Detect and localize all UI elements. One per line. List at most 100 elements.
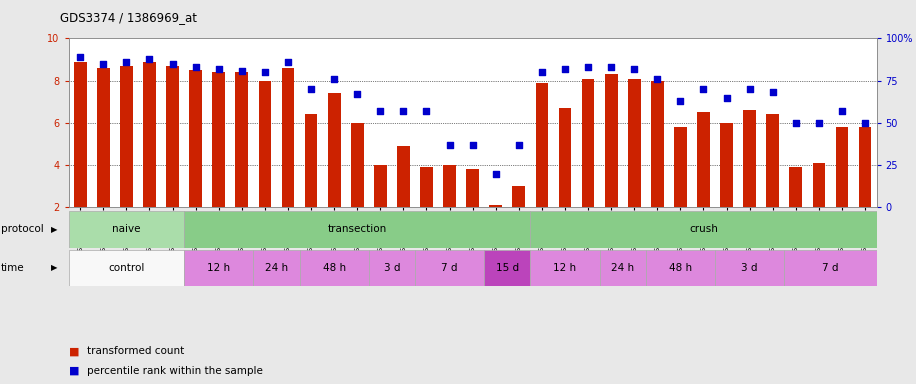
- Bar: [254, 250, 300, 286]
- Bar: [443, 165, 456, 207]
- Point: [165, 61, 180, 67]
- Bar: [767, 114, 780, 207]
- Point: [142, 56, 157, 62]
- Bar: [697, 112, 710, 207]
- Text: control: control: [108, 263, 145, 273]
- Bar: [485, 250, 530, 286]
- Text: 3 d: 3 d: [741, 263, 758, 273]
- Bar: [743, 110, 756, 207]
- Bar: [715, 250, 784, 286]
- Bar: [166, 66, 179, 207]
- Bar: [184, 250, 254, 286]
- Text: 24 h: 24 h: [265, 263, 288, 273]
- Text: ▶: ▶: [51, 225, 58, 234]
- Bar: [784, 250, 877, 286]
- Point: [604, 64, 618, 70]
- Text: transformed count: transformed count: [87, 346, 184, 356]
- Point: [442, 142, 457, 148]
- Point: [420, 108, 434, 114]
- Text: protocol: protocol: [1, 224, 44, 235]
- Bar: [213, 72, 225, 207]
- Bar: [582, 79, 594, 207]
- Bar: [530, 211, 877, 248]
- Text: 12 h: 12 h: [553, 263, 576, 273]
- Text: 3 d: 3 d: [384, 263, 400, 273]
- Bar: [605, 74, 617, 207]
- Bar: [651, 81, 664, 207]
- Point: [789, 120, 803, 126]
- Bar: [120, 66, 133, 207]
- Bar: [812, 163, 825, 207]
- Text: 48 h: 48 h: [322, 263, 345, 273]
- Bar: [600, 250, 646, 286]
- Text: crush: crush: [689, 224, 718, 235]
- Point: [234, 68, 249, 74]
- Point: [627, 66, 641, 72]
- Bar: [258, 81, 271, 207]
- Point: [373, 108, 387, 114]
- Bar: [369, 250, 415, 286]
- Text: GDS3374 / 1386969_at: GDS3374 / 1386969_at: [60, 12, 197, 25]
- Text: ■: ■: [69, 346, 79, 356]
- Bar: [374, 165, 387, 207]
- Bar: [69, 250, 184, 286]
- Bar: [300, 250, 369, 286]
- Point: [535, 69, 550, 75]
- Bar: [415, 250, 485, 286]
- Point: [465, 142, 480, 148]
- Point: [581, 64, 595, 70]
- Text: 24 h: 24 h: [611, 263, 634, 273]
- Text: ▶: ▶: [51, 263, 58, 272]
- Point: [857, 120, 872, 126]
- Bar: [190, 70, 202, 207]
- Bar: [143, 61, 156, 207]
- Point: [96, 61, 111, 67]
- Point: [742, 86, 757, 92]
- Point: [488, 170, 503, 177]
- Bar: [536, 83, 549, 207]
- Point: [558, 66, 572, 72]
- Bar: [281, 68, 294, 207]
- Point: [673, 98, 688, 104]
- Point: [766, 89, 780, 96]
- Bar: [397, 146, 409, 207]
- Point: [119, 59, 134, 65]
- Bar: [420, 167, 433, 207]
- Text: 15 d: 15 d: [496, 263, 518, 273]
- Point: [327, 76, 342, 82]
- Text: time: time: [1, 263, 25, 273]
- Bar: [466, 169, 479, 207]
- Text: ■: ■: [69, 366, 79, 376]
- Point: [719, 94, 734, 101]
- Point: [834, 108, 849, 114]
- Bar: [305, 114, 318, 207]
- Bar: [627, 79, 640, 207]
- Point: [511, 142, 526, 148]
- Bar: [790, 167, 802, 207]
- Point: [73, 54, 88, 60]
- Bar: [97, 68, 110, 207]
- Bar: [69, 211, 184, 248]
- Bar: [858, 127, 871, 207]
- Bar: [720, 123, 733, 207]
- Text: naive: naive: [112, 224, 141, 235]
- Point: [304, 86, 319, 92]
- Point: [189, 64, 203, 70]
- Text: 7 d: 7 d: [823, 263, 839, 273]
- Bar: [235, 72, 248, 207]
- Text: transection: transection: [328, 224, 387, 235]
- Bar: [512, 186, 525, 207]
- Bar: [489, 205, 502, 207]
- Bar: [74, 61, 87, 207]
- Bar: [646, 250, 715, 286]
- Bar: [328, 93, 341, 207]
- Bar: [835, 127, 848, 207]
- Text: 48 h: 48 h: [669, 263, 692, 273]
- Bar: [351, 123, 364, 207]
- Point: [812, 120, 826, 126]
- Point: [650, 76, 665, 82]
- Bar: [674, 127, 687, 207]
- Bar: [530, 250, 600, 286]
- Bar: [559, 108, 572, 207]
- Text: 7 d: 7 d: [442, 263, 458, 273]
